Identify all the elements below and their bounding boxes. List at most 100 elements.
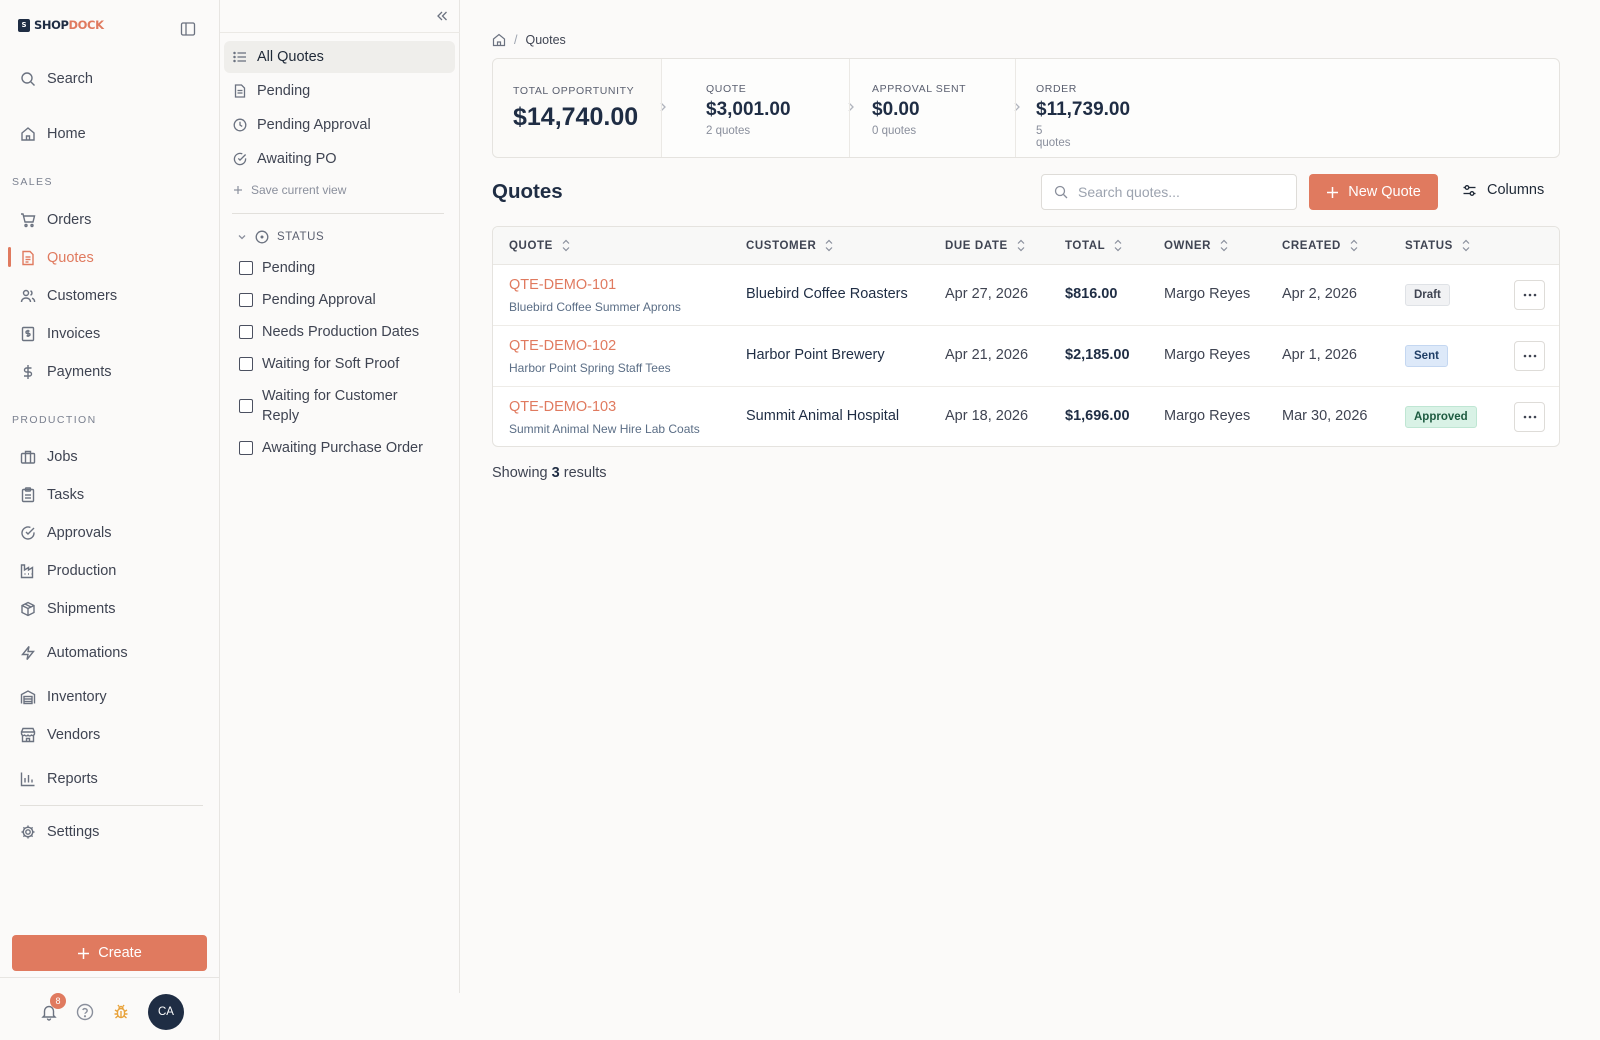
status-filter-pending[interactable]: Pending bbox=[239, 258, 444, 278]
sidebar-item-jobs[interactable]: Jobs bbox=[20, 446, 78, 468]
owner-cell: Margo Reyes bbox=[1164, 286, 1251, 302]
sidebar-item-reports[interactable]: Reports bbox=[20, 768, 98, 790]
new-quote-button[interactable]: New Quote bbox=[1309, 174, 1438, 210]
sidebar-item-vendors[interactable]: Vendors bbox=[20, 724, 100, 746]
sidebar-item-orders[interactable]: Orders bbox=[20, 209, 91, 231]
sort-icon bbox=[1114, 239, 1122, 252]
columns-button[interactable]: Columns bbox=[1462, 182, 1544, 198]
sidebar-bottom-divider bbox=[0, 977, 220, 978]
owner-cell: Margo Reyes bbox=[1164, 408, 1251, 424]
sidebar-item-approvals[interactable]: Approvals bbox=[20, 522, 111, 544]
total-cell: $816.00 bbox=[1065, 286, 1118, 302]
status-filter-group-toggle[interactable]: STATUS bbox=[237, 230, 324, 244]
quote-id-link[interactable]: QTE-DEMO-101 bbox=[509, 277, 617, 293]
column-header-label: TOTAL bbox=[1065, 239, 1106, 252]
quote-search[interactable] bbox=[1041, 174, 1297, 210]
sidebar-item-label: Approvals bbox=[47, 525, 112, 541]
created-cell: Apr 2, 2026 bbox=[1282, 286, 1357, 302]
sidebar-search-label: Search bbox=[47, 71, 93, 87]
view-all-quotes[interactable]: All Quotes bbox=[224, 41, 455, 73]
stat-count: 2 quotes bbox=[706, 125, 751, 137]
collapse-panel-button[interactable] bbox=[435, 9, 449, 23]
checkbox[interactable] bbox=[239, 261, 253, 275]
create-button[interactable]: Create bbox=[12, 935, 207, 971]
checkbox[interactable] bbox=[239, 325, 253, 339]
order-stage-stat[interactable]: ORDER $11,739.00 5 quotes bbox=[1015, 59, 1130, 157]
sidebar-search[interactable]: Search bbox=[20, 68, 93, 90]
user-avatar[interactable]: CA bbox=[148, 994, 184, 1030]
table-row[interactable]: QTE-DEMO-102 Harbor Point Spring Staff T… bbox=[493, 326, 1559, 387]
status-filter-awaiting-purchase-order[interactable]: Awaiting Purchase Order bbox=[239, 438, 444, 458]
column-header-customer[interactable]: CUSTOMER bbox=[746, 239, 834, 252]
sidebar-item-production[interactable]: Production bbox=[20, 560, 116, 582]
stat-value: $3,001.00 bbox=[706, 99, 791, 120]
sidebar-toggle-icon[interactable] bbox=[180, 21, 196, 37]
status-filter-label: Awaiting Purchase Order bbox=[262, 440, 423, 456]
sidebar-item-label: Automations bbox=[47, 645, 128, 661]
sidebar-item-label: Payments bbox=[47, 364, 112, 380]
sidebar-item-tasks[interactable]: Tasks bbox=[20, 484, 84, 506]
home-icon bbox=[21, 127, 35, 141]
view-awaiting-po[interactable]: Awaiting PO bbox=[224, 143, 455, 175]
sidebar-item-inventory[interactable]: Inventory bbox=[20, 686, 107, 708]
checkbox[interactable] bbox=[239, 357, 253, 371]
sidebar-item-shipments[interactable]: Shipments bbox=[20, 598, 116, 620]
row-actions-button[interactable] bbox=[1514, 341, 1545, 371]
checkbox[interactable] bbox=[239, 441, 253, 455]
sidebar-item-payments[interactable]: Payments bbox=[20, 361, 111, 383]
file-icon bbox=[234, 84, 246, 98]
cart-icon bbox=[21, 213, 36, 228]
table-row[interactable]: QTE-DEMO-103 Summit Animal New Hire Lab … bbox=[493, 387, 1559, 446]
column-header-status[interactable]: STATUS bbox=[1405, 239, 1471, 252]
view-pending[interactable]: Pending bbox=[224, 75, 455, 107]
status-filter-pending-approval[interactable]: Pending Approval bbox=[239, 290, 444, 310]
column-header-label: QUOTE bbox=[509, 239, 553, 252]
column-header-created[interactable]: CREATED bbox=[1282, 239, 1359, 252]
sidebar-item-quotes[interactable]: Quotes bbox=[20, 247, 94, 269]
sidebar-item-label: Shipments bbox=[47, 601, 116, 617]
active-indicator bbox=[8, 247, 11, 267]
status-filter-needs-production-dates[interactable]: Needs Production Dates bbox=[239, 322, 444, 342]
sidebar-item-invoices[interactable]: Invoices bbox=[20, 323, 100, 345]
shopdock-logo[interactable]: S SHOPDOCK bbox=[18, 18, 104, 32]
briefcase-icon bbox=[20, 450, 36, 464]
quote-stage-stat[interactable]: QUOTE $3,001.00 2 quotes bbox=[661, 59, 854, 157]
column-header-due-date[interactable]: DUE DATE bbox=[945, 239, 1026, 252]
approval-sent-stage-stat[interactable]: APPROVAL SENT $0.00 0 quotes bbox=[849, 59, 1020, 157]
production-section-label: PRODUCTION bbox=[12, 414, 97, 426]
sidebar-item-customers[interactable]: Customers bbox=[20, 285, 117, 307]
sidebar-item-automations[interactable]: Automations bbox=[20, 642, 128, 664]
owner-cell: Margo Reyes bbox=[1164, 347, 1251, 363]
breadcrumb-home[interactable] bbox=[492, 33, 506, 47]
sort-icon bbox=[1017, 239, 1025, 252]
status-filter-waiting-soft-proof[interactable]: Waiting for Soft Proof bbox=[239, 354, 444, 374]
more-horizontal-icon bbox=[1523, 415, 1536, 419]
help-button[interactable] bbox=[76, 1003, 94, 1021]
gear-icon bbox=[21, 825, 35, 839]
column-header-quote[interactable]: QUOTE bbox=[509, 239, 571, 252]
view-label: Awaiting PO bbox=[257, 151, 337, 167]
main-sidebar: S SHOPDOCK Search Home SALES Orders Quot… bbox=[0, 0, 220, 1040]
checkbox[interactable] bbox=[239, 399, 253, 413]
column-header-total[interactable]: TOTAL bbox=[1065, 239, 1123, 252]
stat-count: 5 quotes bbox=[1036, 125, 1071, 149]
sidebar-item-home[interactable]: Home bbox=[20, 123, 86, 145]
table-row[interactable]: QTE-DEMO-101 Bluebird Coffee Summer Apro… bbox=[493, 265, 1559, 326]
search-input[interactable] bbox=[1078, 184, 1278, 200]
status-filter-waiting-customer-reply[interactable]: Waiting for Customer Reply bbox=[239, 386, 429, 426]
view-pending-approval[interactable]: Pending Approval bbox=[224, 109, 455, 141]
bug-report-button[interactable] bbox=[112, 1003, 130, 1021]
stat-label: APPROVAL SENT bbox=[872, 83, 967, 95]
pipeline-summary: TOTAL OPPORTUNITY $14,740.00 QUOTE $3,00… bbox=[492, 58, 1560, 158]
notifications-button[interactable]: 8 bbox=[40, 993, 66, 1021]
row-actions-button[interactable] bbox=[1514, 280, 1545, 310]
more-horizontal-icon bbox=[1523, 354, 1536, 358]
sidebar-item-settings[interactable]: Settings bbox=[20, 821, 99, 843]
save-current-view-button[interactable]: Save current view bbox=[233, 183, 346, 197]
checkbox[interactable] bbox=[239, 293, 253, 307]
row-actions-button[interactable] bbox=[1514, 402, 1545, 432]
quote-id-link[interactable]: QTE-DEMO-103 bbox=[509, 399, 617, 415]
column-header-owner[interactable]: OWNER bbox=[1164, 239, 1229, 252]
results-suffix: results bbox=[563, 465, 607, 481]
quote-id-link[interactable]: QTE-DEMO-102 bbox=[509, 338, 617, 354]
